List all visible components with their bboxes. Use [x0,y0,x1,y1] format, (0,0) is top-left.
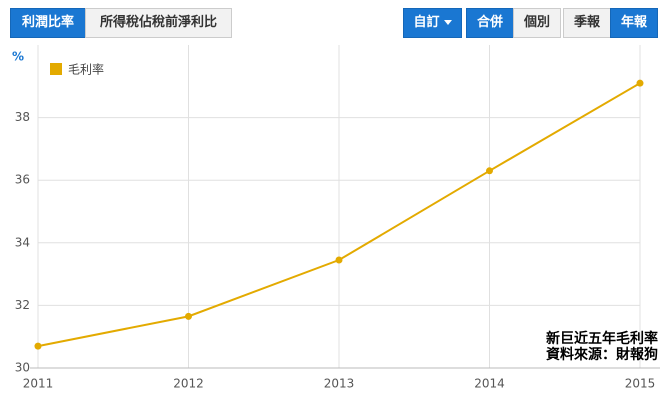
toggle-button[interactable]: 個別 [513,8,561,38]
y-unit: % [12,50,24,64]
legend-swatch [50,63,62,75]
caret [443,20,452,25]
y-tick-label: 34 [15,235,30,249]
toggle-button[interactable]: 年報 [610,8,658,38]
data-point [185,312,192,320]
dropdown-button[interactable]: 自訂 [403,8,462,38]
data-point [34,342,42,350]
data-point [486,167,493,175]
y-tick-label: 38 [15,110,30,124]
legend-label: 毛利率 [68,62,104,77]
x-tick-label: 2012 [173,377,204,391]
x-tick-label: 2014 [474,377,505,391]
y-tick-label: 30 [15,361,30,375]
x-tick-label: 2015 [625,377,656,391]
x-tick-label: 2013 [324,377,355,391]
annotation: 新巨近五年毛利率 [546,330,658,347]
y-tick-label: 36 [15,173,30,187]
tab-button[interactable]: 所得稅佔稅前淨利比 [85,8,232,38]
toggle-button[interactable]: 季報 [563,8,611,38]
tab-button[interactable]: 利潤比率 [10,8,86,38]
annotation: 資料來源：財報狗 [546,346,658,363]
toggle-button[interactable]: 合併 [466,8,514,38]
data-point [335,256,343,264]
y-tick-label: 32 [15,298,30,312]
x-tick-label: 2011 [23,377,54,391]
data-point [636,79,644,87]
button-label: 自訂 [413,15,440,30]
